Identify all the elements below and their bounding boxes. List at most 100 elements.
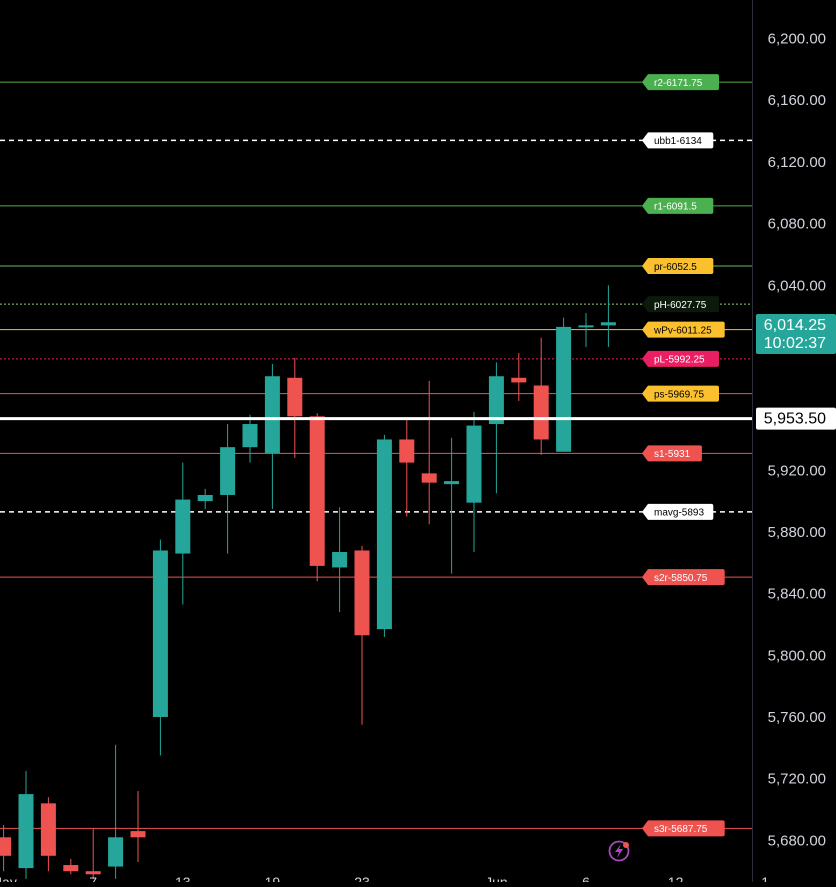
candle-body [309, 416, 325, 566]
level-tag-pr: pr-6052.5 [642, 257, 714, 274]
price-tick-label: 5,720.00 [768, 771, 826, 788]
candle-3 [63, 858, 79, 875]
candle-6 [130, 791, 146, 862]
candle-26 [578, 313, 594, 347]
candle-8 [175, 462, 191, 605]
candle-27 [600, 285, 616, 347]
time-tick-label: 6 [582, 874, 590, 882]
price-tag-background [756, 407, 836, 430]
candle-body [488, 376, 504, 425]
price-tick-label: 6,120.00 [768, 154, 826, 171]
price-tick-label: 6,040.00 [768, 277, 826, 294]
candle-0 [0, 824, 12, 872]
candle-5 [108, 744, 124, 879]
crosshair-price-tag: 5,953.50 [756, 407, 836, 430]
price-tick-label: 5,840.00 [768, 586, 826, 603]
candle-4 [85, 828, 101, 879]
level-tag-label: s2r-5850.75 [654, 573, 708, 584]
level-tag-label: s3r-5687.75 [654, 824, 708, 835]
level-tag-s3r: s3r-5687.75 [642, 820, 725, 837]
level-tag-s1: s1-5931 [642, 445, 702, 462]
lightning-icon[interactable] [608, 840, 630, 862]
price-tag-text: 5,953.50 [764, 411, 826, 428]
level-tag-background [642, 569, 725, 586]
level-tag-background [642, 820, 725, 837]
candle-body [578, 325, 594, 328]
candle-13 [287, 357, 303, 458]
price-tag-text: 6,014.25 [764, 317, 826, 334]
level-tags: r2-6171.75 ubb1-6134 r1-6091.5 pr-6052.5 pH-… [642, 74, 725, 837]
candle-body [130, 831, 146, 838]
candle-body [376, 439, 392, 630]
candle-body [600, 322, 616, 326]
level-tag-label: r2-6171.75 [654, 78, 703, 89]
candle-body [421, 473, 437, 483]
price-tick-label: 5,800.00 [768, 647, 826, 664]
candle-body [287, 377, 303, 417]
price-tick-label: 5,760.00 [768, 709, 826, 726]
candle-body [85, 871, 101, 875]
price-axis[interactable]: 6,200.00 6,160.00 6,120.00 6,080.00 6,040.00… [752, 0, 836, 882]
candle-2 [40, 797, 56, 872]
level-tag-label: pr-6052.5 [654, 262, 697, 273]
level-tag-label: ubb1-6134 [654, 136, 702, 147]
candle-body [220, 447, 236, 495]
time-tick-label: May [0, 874, 17, 882]
candle-9 [197, 488, 213, 509]
candle-18 [399, 419, 415, 517]
candle-20 [444, 437, 460, 574]
candle-17 [376, 434, 392, 637]
level-tag-label: pH-6027.75 [654, 300, 707, 311]
candle-body [242, 424, 258, 448]
level-tag-pH: pH-6027.75 [642, 296, 719, 313]
level-tag-background [642, 132, 714, 149]
candle-14 [309, 413, 325, 582]
lightning-icon-ring [608, 840, 630, 862]
price-tick-label: 5,880.00 [768, 524, 826, 541]
level-tag-background [642, 257, 714, 274]
level-tag-s2r: s2r-5850.75 [642, 569, 725, 586]
candle-24 [533, 337, 549, 455]
price-tag-background [756, 313, 836, 354]
candle-body [264, 376, 280, 454]
lightning-icon-dot [623, 842, 629, 848]
level-tag-pL: pL-5992.25 [642, 350, 719, 367]
candle-10 [220, 424, 236, 554]
candle-body [354, 550, 370, 636]
level-tag-background [642, 296, 719, 313]
candle-11 [242, 414, 258, 463]
candle-body [556, 326, 572, 452]
level-tag-label: mavg-5893 [654, 508, 704, 519]
price-axis-background [752, 0, 836, 882]
candles [0, 285, 616, 879]
price-tick-label: 5,680.00 [768, 832, 826, 849]
candle-21 [466, 411, 482, 553]
time-tick-label: Jun [485, 874, 508, 882]
candle-body [0, 837, 12, 856]
price-tick-label: 6,200.00 [768, 31, 826, 48]
candle-15 [332, 507, 348, 613]
price-tag-text: 10:02:37 [764, 335, 826, 352]
time-tick-label: 19 [265, 874, 281, 882]
level-tag-background [642, 321, 725, 338]
candle-body [18, 794, 34, 869]
candle-body [332, 552, 348, 568]
level-tag-label: ps-5969.75 [654, 389, 704, 400]
level-tag-background [642, 197, 714, 214]
candle-body [533, 385, 549, 440]
time-tick-label: 23 [354, 874, 370, 882]
time-tick-label: 7 [89, 874, 97, 882]
candle-body [197, 494, 213, 502]
level-tag-background [642, 350, 719, 367]
time-tick-label: 13 [175, 874, 191, 882]
candle-7 [152, 539, 168, 756]
level-tag-label: pL-5992.25 [654, 355, 705, 366]
candle-body [108, 837, 124, 867]
level-tag-label: r1-6091.5 [654, 202, 697, 213]
price-tick-label: 6,160.00 [768, 92, 826, 109]
price-tick-label: 5,920.00 [768, 462, 826, 479]
